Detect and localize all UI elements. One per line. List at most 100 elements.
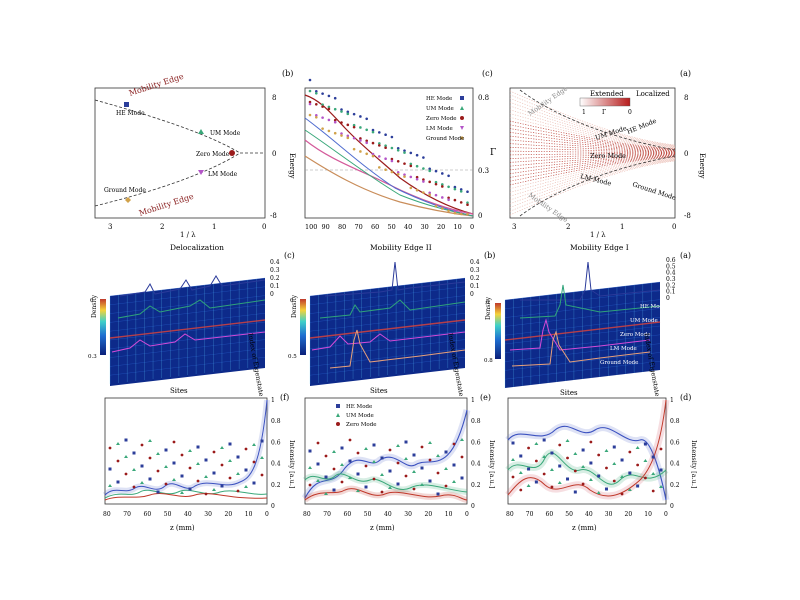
panel-c-datapoint [333, 131, 337, 135]
panel-a-spectrum-line [509, 135, 676, 152]
panel-c-legend-ground: Ground Mode [426, 136, 464, 142]
panel-i-datapoint [220, 484, 224, 488]
panel-c-datapoint [447, 198, 450, 202]
panel-c-datapoint [333, 118, 337, 122]
panel-g-xtick: 10 [644, 511, 652, 518]
panel-e-cb-tick-bot: 0.5 [288, 354, 297, 360]
panel-e-title: Mobility Edge II [370, 243, 432, 252]
panel-c-datapoint [466, 201, 469, 204]
panel-c-datapoint [378, 131, 381, 134]
panel-a-ytick-top: 8 [684, 94, 688, 102]
panel-g-datapoint [620, 475, 625, 478]
panel-c-datapoint [447, 174, 450, 178]
panel-h-datapoint [316, 479, 320, 482]
panel-h-xtick: 60 [344, 511, 352, 518]
panel-i-datapoint [156, 469, 160, 473]
panel-c-datapoint [371, 141, 375, 145]
panel-h-datapoint [452, 442, 456, 446]
panel-g-datapoint [589, 440, 593, 444]
panel-f-floor-stripe [109, 321, 266, 341]
panel-b-marker-he-label: HE Mode [116, 110, 145, 117]
panel-g-datapoint [557, 481, 562, 484]
panel-i-datapoint [108, 446, 112, 450]
panel-g-datapoint [596, 491, 601, 494]
panel-c-datapoints [308, 78, 469, 216]
panel-g-xtick: 20 [625, 511, 633, 518]
panel-g-datapoint [526, 484, 531, 487]
panel-d-floor-stripe [504, 325, 661, 345]
panel-g-datapoint [620, 492, 624, 496]
panel-h-datapoint [460, 455, 464, 459]
panel-c-datapoint [365, 139, 369, 143]
panel-g-datapoint [534, 480, 538, 484]
panel-h-datapoint [412, 487, 416, 491]
panel-h-datapoint [420, 466, 424, 470]
panel-h-datapoint [428, 441, 432, 444]
panel-g-curve-he [507, 425, 667, 501]
panel-b-marker-ground-label: Ground Mode [104, 187, 146, 194]
panel-c-datapoint [396, 173, 400, 176]
panel-c-datapoint [365, 141, 369, 145]
panel-c-datapoint [409, 162, 413, 166]
panel-c-legend-zero: Zero Mode [426, 116, 456, 122]
panel-g-curve-um [507, 452, 667, 485]
panel-b-xtick-1: 1 [212, 223, 216, 231]
panel-b: HE Mode UM Mode Zero Mode LM Mode Ground… [94, 69, 296, 239]
panel-h-legend: HE Mode UM Mode Zero Mode [336, 404, 376, 428]
panel-c-datapoint [359, 115, 362, 118]
panel-g-datapoint [542, 455, 547, 458]
panel-i-datapoint [228, 442, 232, 446]
panel-h-datapoint [420, 445, 424, 449]
panel-c-datapoint [390, 146, 394, 150]
panel-b-ytick-top: 8 [272, 94, 276, 102]
panel-f-ztick: 0.4 [270, 259, 280, 266]
panel-a-spectrum-line [509, 159, 676, 205]
panel-h-datapoint [372, 477, 376, 481]
panel-g-xlabel: z (mm) [572, 524, 597, 532]
panel-h-datapoint [404, 440, 408, 444]
panel-a-edge-lower: Mobility Edge [527, 191, 570, 224]
panel-h-datapoint [388, 469, 392, 473]
panel-e-ground-peak [329, 329, 466, 369]
panel-g-datapoint [612, 462, 617, 465]
panel-f-he-peak [119, 275, 266, 297]
panel-c-datapoint [441, 172, 444, 175]
panel-c-datapoint [428, 169, 432, 173]
panel-a-spectrum-line [509, 109, 676, 148]
panel-c-datapoint [359, 137, 362, 140]
panel-c-datapoint [359, 139, 362, 142]
panel-g-datapoint [534, 459, 538, 463]
panel-h-label: (e) [480, 393, 491, 402]
panel-i-datapoint [260, 473, 264, 477]
panel-i-datapoint [252, 481, 256, 485]
panel-h-datapoint [444, 450, 448, 454]
panel-i-xticks: 0 10 20 30 40 50 60 70 80 [103, 511, 269, 518]
panel-a-spectrum-line [509, 131, 676, 151]
panel-f-floor-stripe [109, 339, 266, 358]
panel-g-datapoint [604, 449, 609, 452]
panel-i-datapoint [148, 456, 152, 460]
panel-i-datapoint [156, 452, 160, 455]
panel-c-datapoint [384, 168, 387, 171]
panel-i-ytick: 0.2 [271, 482, 281, 489]
panel-a-colorbar [579, 97, 631, 107]
panel-e: Density 0 0.5 (b) Mobility Edge II 0.40.… [288, 243, 495, 397]
panel-i-datapoint [244, 485, 248, 488]
panel-c-legend-he: HE Mode [426, 96, 452, 102]
panel-c-datapoint [308, 78, 312, 82]
panel-f-title: Delocalization [170, 243, 224, 252]
panel-c-datapoint [434, 193, 438, 197]
panel-c-datapoint [390, 170, 394, 174]
panel-c-legend: HE Mode UM Mode Zero Mode LM Mode Ground… [426, 96, 464, 142]
panel-g-datapoint [581, 448, 585, 452]
panel-a-spectrum-line [509, 105, 676, 148]
panel-h-datapoint [372, 443, 376, 447]
panel-a-spectrum-line [509, 94, 676, 146]
panel-g-datapoint [628, 471, 632, 475]
panel-h-xlabel: z (mm) [370, 524, 395, 532]
panel-e-floor-stripe [309, 295, 466, 314]
panel-c-datapoint [352, 147, 356, 151]
panel-g-datapoint [549, 468, 554, 471]
panel-i-datapoint [196, 479, 200, 483]
panel-c-datapoint [365, 117, 369, 121]
